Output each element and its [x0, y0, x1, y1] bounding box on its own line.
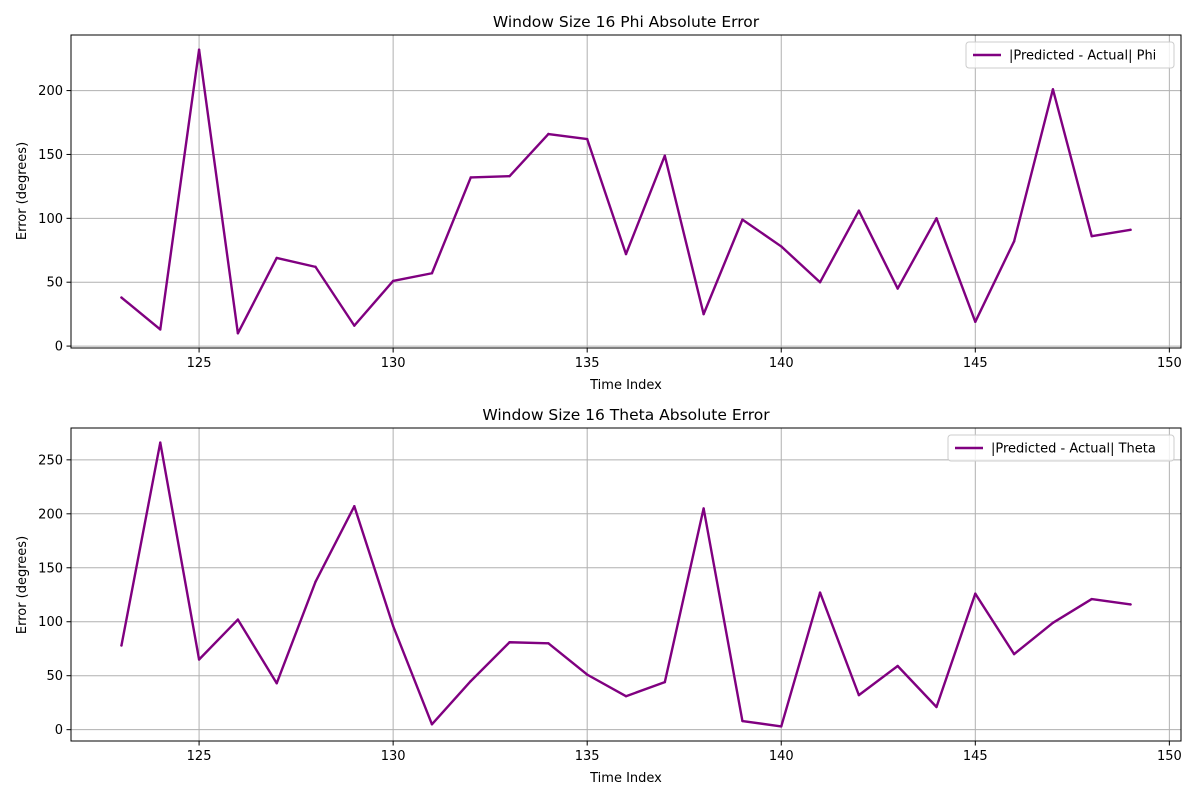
theta-data-point — [120, 644, 123, 647]
phi-data-point — [508, 174, 511, 178]
theta-x-tick-label: 140 — [769, 749, 794, 764]
theta-data-point — [624, 695, 628, 698]
theta-x-tick-label: 135 — [575, 749, 600, 764]
theta-legend: |Predicted - Actual| Theta — [947, 434, 1175, 462]
phi-data-point — [314, 265, 317, 269]
theta-x-tick-label: 125 — [187, 749, 212, 764]
phi-x-tick-label: 150 — [1157, 356, 1182, 371]
phi-data-point — [197, 48, 201, 51]
phi-x-tick-label: 125 — [187, 356, 212, 371]
phi-data-point — [391, 279, 395, 283]
theta-data-point — [236, 618, 240, 621]
phi-legend-box — [965, 41, 1175, 69]
phi-grid — [71, 35, 1181, 348]
phi-data-point — [469, 176, 472, 179]
theta-y-tick-label: 200 — [38, 507, 63, 522]
theta-axes-frame — [70, 427, 1182, 742]
phi-data-point — [974, 320, 977, 324]
theta-data-point — [741, 719, 744, 723]
theta-y-axis-label: Error (degrees) — [15, 536, 30, 634]
theta-y-tick-label: 50 — [46, 669, 63, 684]
phi-legend-label: |Predicted - Actual| Phi — [1009, 49, 1156, 64]
theta-data-point — [896, 664, 899, 668]
theta-data-point — [430, 723, 434, 726]
phi-data-point — [1090, 235, 1093, 238]
phi-data-point — [624, 252, 628, 256]
phi-x-tick-label: 140 — [769, 356, 794, 371]
theta-data-point — [1090, 597, 1093, 601]
theta-x-axis-label: Time Index — [589, 771, 662, 786]
theta-data-point — [1129, 603, 1132, 606]
theta-data-point — [353, 505, 356, 508]
phi-y-tick-label: 150 — [38, 148, 63, 163]
theta-data-point — [159, 441, 162, 444]
theta-data-point — [702, 507, 705, 510]
phi-y-tick-label: 50 — [46, 276, 63, 291]
phi-chart-title: Window Size 16 Phi Absolute Error — [493, 13, 760, 31]
theta-error-chart: Window Size 16 Theta Absolute Error Erro… — [15, 406, 1182, 786]
phi-data-point — [430, 272, 434, 275]
phi-x-tick-label: 135 — [575, 356, 600, 371]
phi-y-tick-label: 200 — [38, 84, 63, 99]
theta-y-tick-label: 250 — [38, 453, 63, 468]
theta-legend-box — [947, 434, 1175, 462]
theta-data-point — [275, 682, 278, 685]
phi-data-point — [896, 287, 899, 290]
theta-y-tick-label: 100 — [38, 615, 63, 630]
theta-data-point — [197, 658, 201, 661]
phi-data-point — [1051, 88, 1055, 91]
phi-data-point — [935, 217, 938, 220]
phi-data-point — [663, 154, 667, 157]
phi-data-point — [275, 256, 278, 260]
phi-data-point — [159, 328, 162, 331]
theta-data-point — [547, 642, 550, 645]
theta-y-tick-label: 0 — [55, 723, 63, 738]
phi-x-axis-label: Time Index — [589, 378, 662, 393]
theta-data-point — [1012, 652, 1016, 656]
phi-y-axis-label: Error (degrees) — [15, 142, 30, 240]
theta-data-point — [508, 641, 511, 644]
theta-data-point — [391, 624, 395, 628]
phi-x-tick-label: 130 — [381, 356, 406, 371]
phi-y-tick-label: 0 — [55, 340, 63, 355]
phi-data-point — [353, 324, 356, 327]
theta-data-point — [1051, 621, 1055, 625]
phi-data-point — [547, 132, 550, 136]
theta-data-point — [974, 592, 977, 595]
phi-y-tick-label: 100 — [38, 212, 63, 227]
theta-data-point — [857, 693, 861, 697]
phi-data-point — [780, 245, 783, 248]
theta-data-point — [663, 680, 667, 684]
theta-data-point — [585, 673, 589, 676]
theta-data-point — [780, 725, 783, 728]
theta-chart-title: Window Size 16 Theta Absolute Error — [482, 406, 770, 424]
phi-data-point — [857, 209, 861, 212]
phi-data-point — [120, 296, 123, 299]
theta-data-point — [818, 591, 822, 594]
theta-x-tick-label: 150 — [1157, 749, 1182, 764]
phi-legend: |Predicted - Actual| Phi — [965, 41, 1175, 69]
phi-error-chart: Window Size 16 Phi Absolute Error Error … — [15, 13, 1182, 393]
theta-y-tick-label: 150 — [38, 561, 63, 576]
phi-series-line — [120, 48, 1132, 335]
theta-x-tick-label: 145 — [963, 749, 988, 764]
phi-data-point — [741, 218, 744, 221]
theta-data-point — [935, 705, 938, 709]
phi-data-point — [585, 137, 589, 141]
phi-data-point — [818, 281, 822, 284]
phi-data-point — [1012, 240, 1016, 243]
phi-data-point — [1129, 228, 1132, 232]
phi-axes-frame — [70, 34, 1182, 349]
theta-series-line — [120, 441, 1132, 728]
phi-data-point — [702, 312, 705, 316]
theta-grid — [71, 428, 1181, 741]
phi-data-point — [236, 332, 240, 335]
theta-data-point — [469, 679, 472, 683]
theta-data-point — [314, 580, 317, 584]
theta-legend-label: |Predicted - Actual| Theta — [991, 442, 1156, 457]
phi-x-tick-label: 145 — [963, 356, 988, 371]
theta-x-tick-label: 130 — [381, 749, 406, 764]
